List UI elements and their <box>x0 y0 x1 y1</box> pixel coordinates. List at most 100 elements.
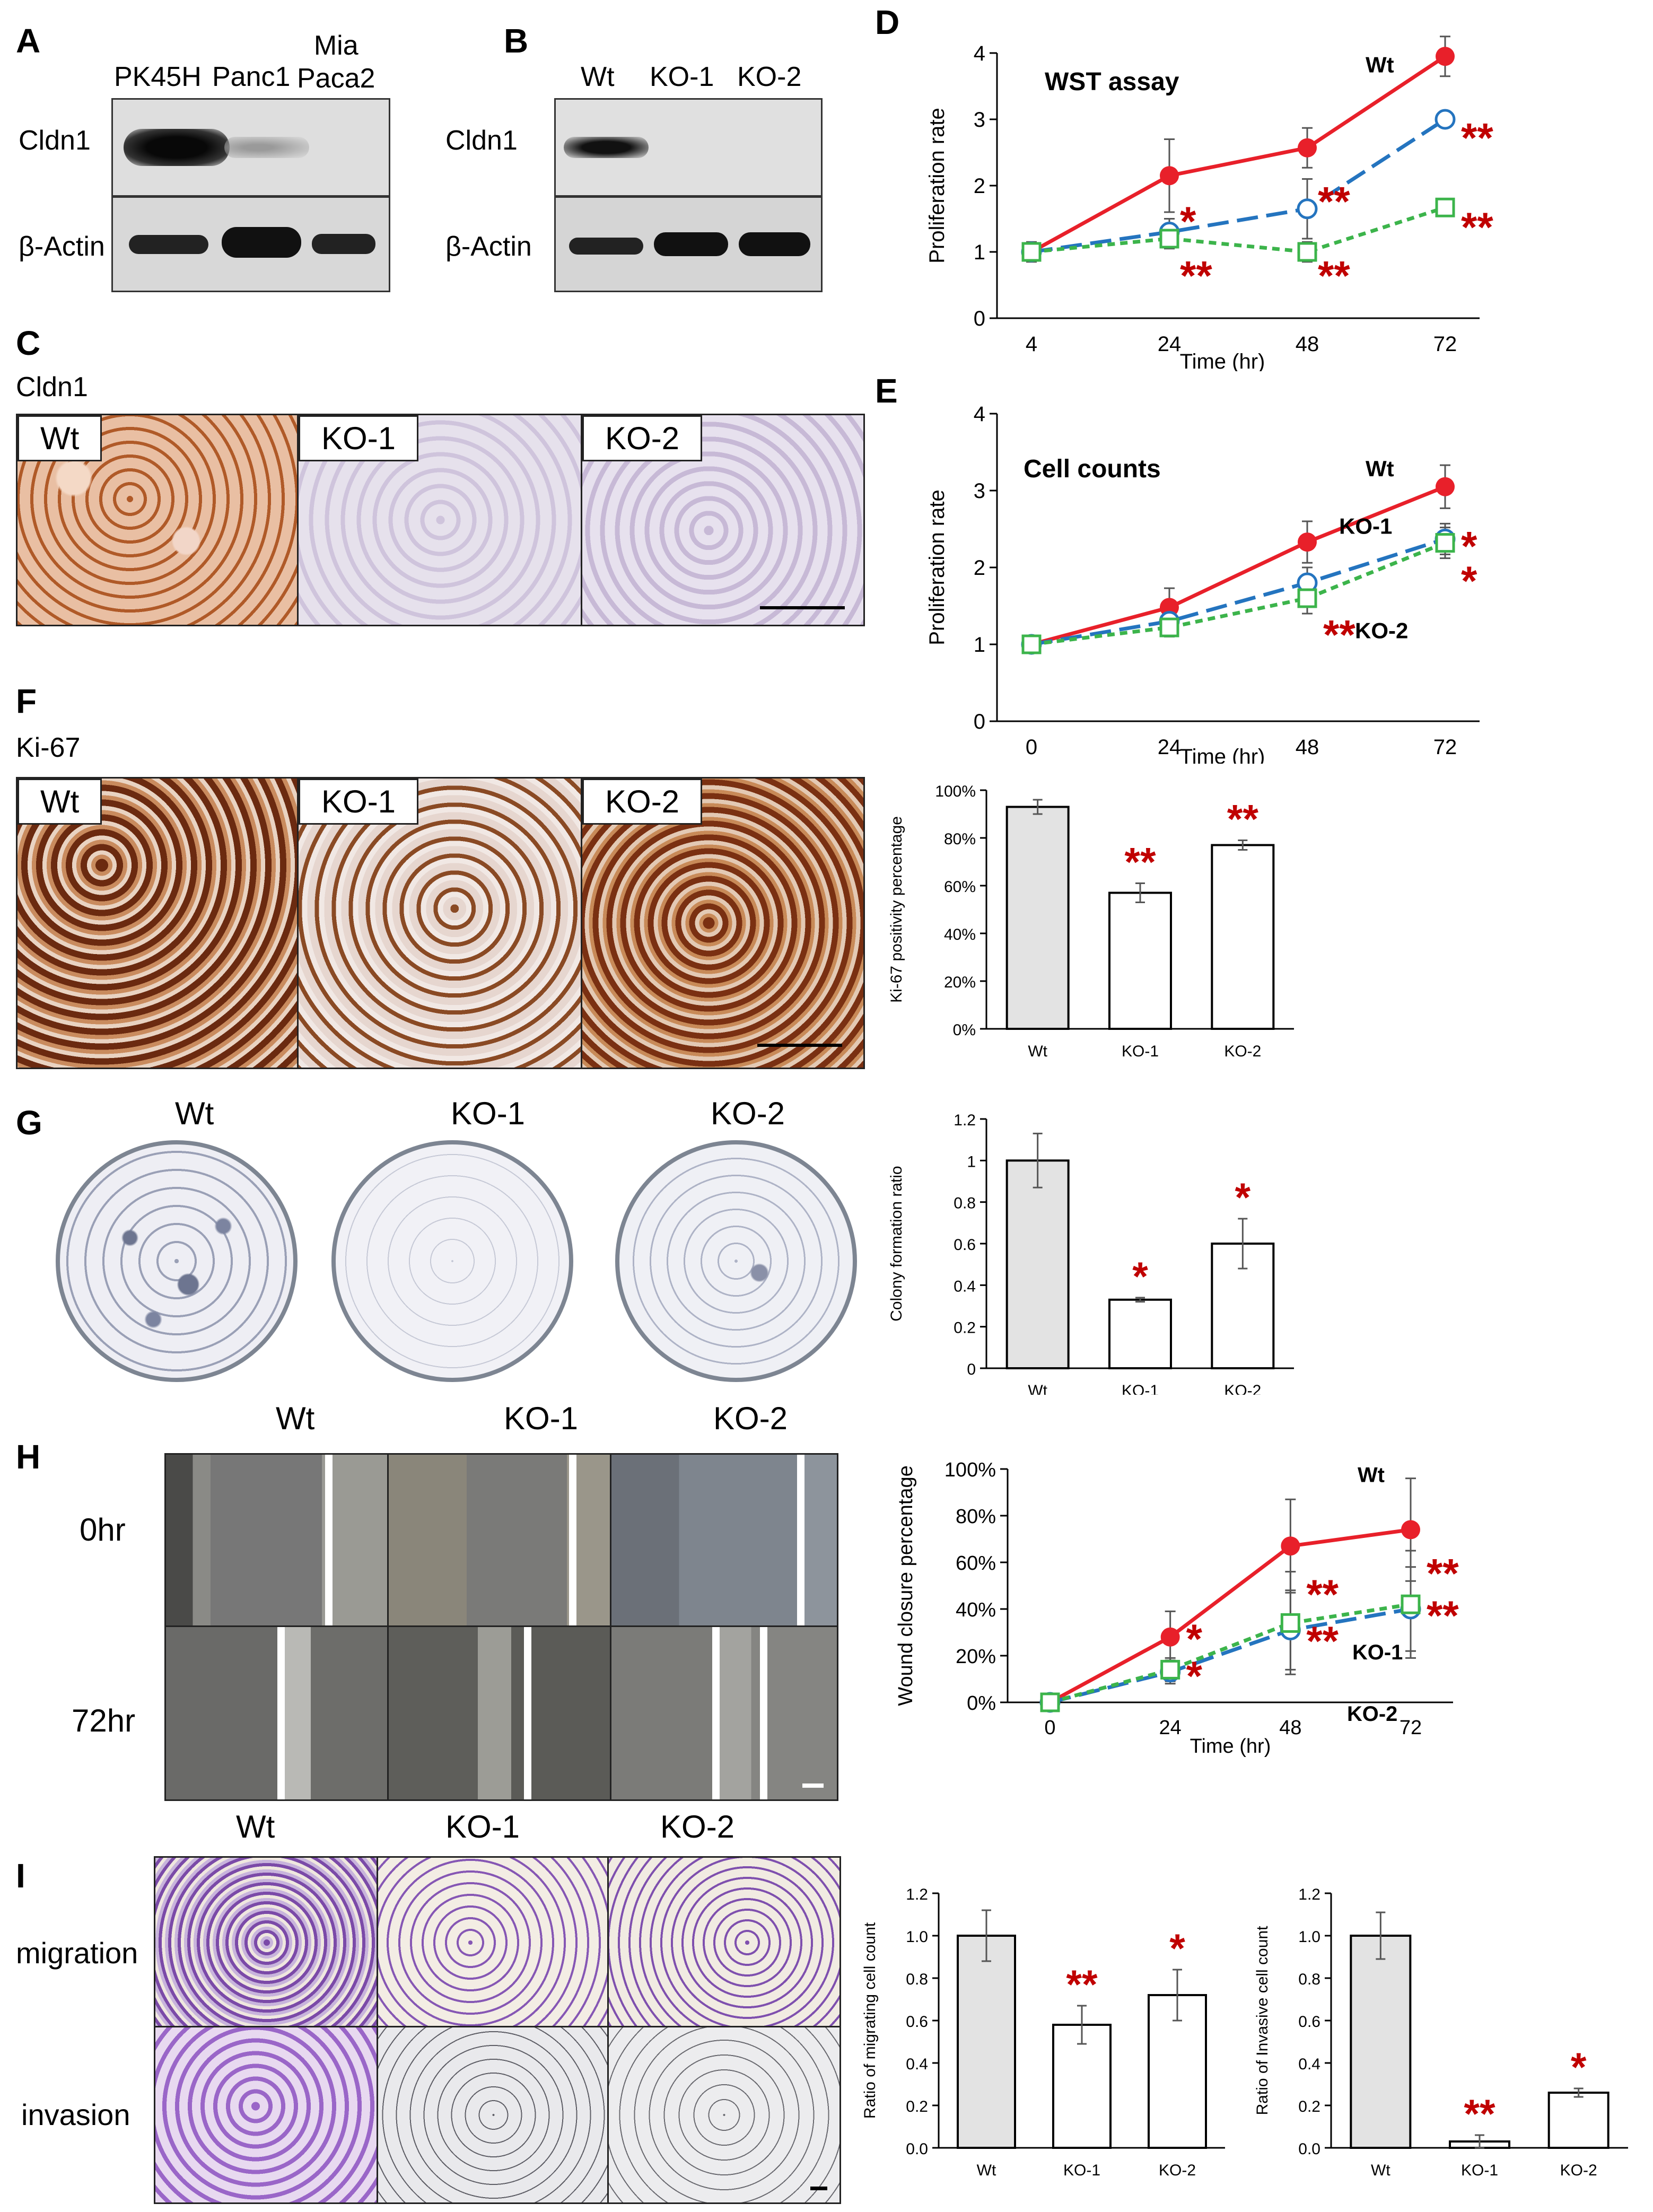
y-tick-label: 0 <box>974 710 985 733</box>
lane-label: KO-2 <box>737 62 802 92</box>
transwell-image <box>607 1856 841 2029</box>
panel-letter-h: H <box>16 1438 41 1476</box>
significance-mark: ** <box>1427 1592 1459 1639</box>
significance-mark: ** <box>1427 1550 1459 1597</box>
blot-actin-image <box>554 196 823 292</box>
significance-mark: * <box>1180 198 1196 244</box>
y-tick-label: 20% <box>956 1646 996 1668</box>
ihc-tile: Wt <box>16 777 300 1069</box>
bar-ko-1 <box>1108 891 1172 1030</box>
tile-label: Wt <box>18 779 102 825</box>
y-tick-label: 1.0 <box>1298 1928 1320 1946</box>
scale-bar <box>760 606 845 609</box>
transwell-image <box>607 2026 841 2204</box>
data-point <box>1281 1536 1300 1556</box>
significance-mark: * <box>1186 1653 1203 1699</box>
y-tick-label: 3 <box>974 108 985 132</box>
data-point <box>1297 198 1318 220</box>
wound-image <box>164 1625 390 1801</box>
significance-mark: * <box>1186 1615 1203 1662</box>
y-tick-label: 1.2 <box>1298 1886 1320 1903</box>
transwell-image <box>154 1856 380 2029</box>
data-point <box>1298 532 1317 552</box>
ihc-tile: Wt <box>16 414 300 626</box>
series-label: Wt <box>1358 1463 1385 1487</box>
y-tick-label: 80% <box>956 1506 996 1528</box>
lane-label: Mia Paca2 <box>297 30 375 94</box>
x-tick-label: Wt <box>977 2162 996 2179</box>
y-tick-label: 0.8 <box>954 1195 976 1212</box>
col-label: KO-2 <box>713 1401 788 1436</box>
chart-g-colony-bar: 0 0.2 0.4 0.6 0.8 1 1.2 Colony formation ratio W… <box>888 1112 1294 1395</box>
panel-letter-a: A <box>16 22 41 60</box>
y-tick-label: 0.4 <box>906 2056 928 2073</box>
data-point <box>1160 1659 1180 1680</box>
data-point <box>1298 138 1317 158</box>
lane-label: Wt <box>581 62 615 92</box>
wound-image <box>610 1453 838 1629</box>
x-tick-label: KO-1 <box>1461 2162 1498 2179</box>
series-label: KO-2 <box>1347 1702 1397 1726</box>
y-tick-label: 20% <box>944 974 976 991</box>
culture-dish-ko1 <box>331 1140 573 1382</box>
series-line-ko-1 <box>1031 118 1446 254</box>
bar-wt <box>1005 806 1070 1030</box>
chart-i-migration-bar: 0.0 0.2 0.4 0.6 0.8 1.0 1.2 Ratio of migrating … <box>861 1886 1225 2179</box>
significance-mark: ** <box>1318 178 1350 224</box>
ihc-tile: KO-2 <box>581 777 865 1069</box>
col-label: KO-2 <box>660 1809 735 1844</box>
bar-ko-1 <box>1052 2024 1112 2149</box>
y-tick-label: 0.6 <box>954 1236 976 1254</box>
significance-mark: ** <box>1461 204 1493 250</box>
data-point <box>1021 242 1042 262</box>
y-tick-label: 4 <box>974 42 985 65</box>
data-point <box>1436 47 1455 66</box>
y-axis-label: Ratio of Invasive cell count <box>1254 1926 1271 2115</box>
x-tick-label: KO-2 <box>1224 1382 1261 1395</box>
data-point <box>1435 109 1456 130</box>
blot-cldn1-image <box>111 98 390 197</box>
x-tick-label: Wt <box>1028 1382 1047 1395</box>
panel-letter-c: C <box>16 324 41 362</box>
significance-mark: * <box>1235 1175 1251 1220</box>
significance-mark: * <box>1132 1254 1148 1299</box>
bar-wt <box>957 1935 1016 2149</box>
chart-f-ki67-bar: 0% 20% 40% 60% 80% 100% Ki-67 positivity perce… <box>888 783 1294 1060</box>
col-label: KO-1 <box>445 1809 520 1844</box>
y-axis-label: Proliferation rate <box>925 489 949 645</box>
y-tick-label: 0 <box>974 307 985 330</box>
significance-mark: * <box>1461 557 1477 604</box>
panel-letter-f: F <box>16 682 37 720</box>
data-point <box>1401 1520 1420 1540</box>
y-tick-label: 4 <box>974 403 985 426</box>
x-tick-label: 48 <box>1296 333 1319 356</box>
y-tick-label: 3 <box>974 479 985 503</box>
significance-mark: ** <box>1124 840 1156 885</box>
data-point <box>1040 1692 1060 1712</box>
row-label: 0hr <box>80 1512 126 1547</box>
panel-letter-i: I <box>16 1857 25 1895</box>
significance-mark: * <box>1461 523 1477 570</box>
data-point <box>1435 533 1455 553</box>
tile-label: Wt <box>18 415 102 461</box>
culture-dish-ko2 <box>615 1140 857 1382</box>
chart-i-invasion-bar: 0.0 0.2 0.4 0.6 0.8 1.0 1.2 Ratio of Invasive c… <box>1254 1886 1628 2179</box>
series-line-ko-2 <box>1031 205 1446 254</box>
x-tick-label: KO-2 <box>1560 2162 1597 2179</box>
panel-letter-g: G <box>16 1104 42 1142</box>
bar-ko-1 <box>1108 1298 1172 1369</box>
x-tick-label: 72 <box>1433 736 1457 759</box>
y-tick-label: 0.6 <box>906 2013 928 2031</box>
y-tick-label: 1 <box>974 241 985 264</box>
blot-actin-image <box>111 196 390 292</box>
ihc-tile: KO-1 <box>297 777 584 1069</box>
scale-bar <box>810 2187 827 2190</box>
panel-letter-b: B <box>504 22 529 60</box>
significance-mark: ** <box>1306 1618 1339 1664</box>
y-axis-label: Ratio of migrating cell count <box>861 1922 879 2119</box>
data-point <box>1401 1594 1421 1614</box>
row-label: invasion <box>21 2098 130 2131</box>
series-label: Wt <box>1366 52 1394 77</box>
data-point <box>1436 477 1455 496</box>
x-tick-label: 72 <box>1433 333 1457 356</box>
